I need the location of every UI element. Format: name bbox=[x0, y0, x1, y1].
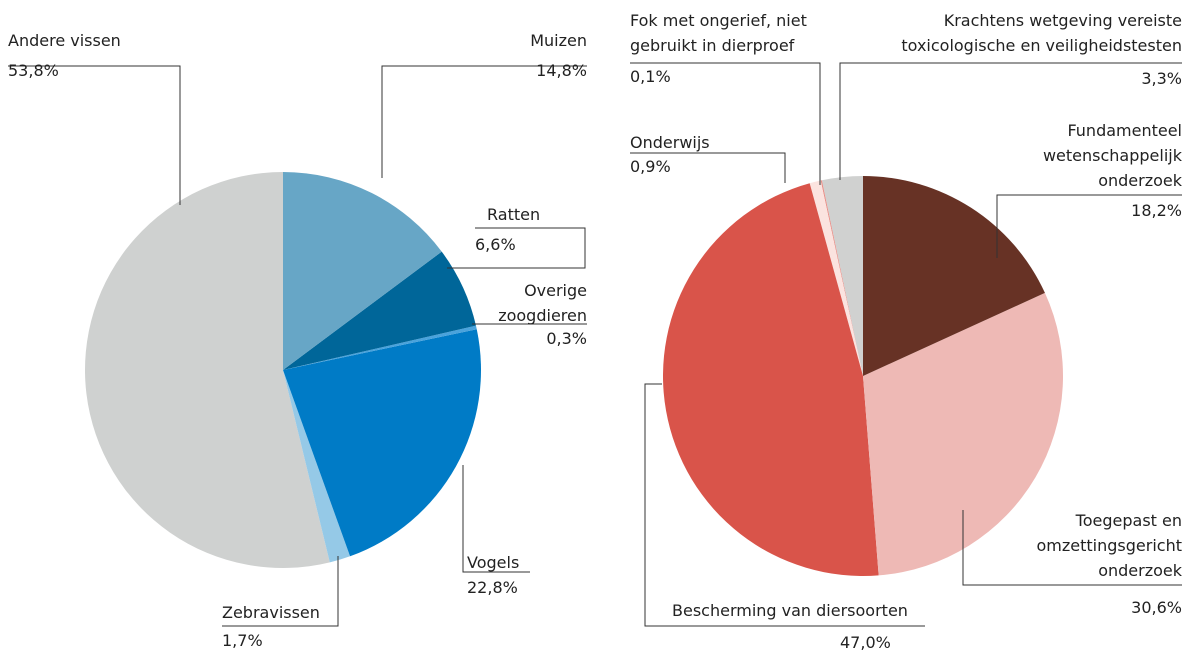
slice-label: Andere vissen bbox=[8, 31, 121, 50]
pie-slice bbox=[809, 180, 863, 376]
slice-label: Vogels bbox=[467, 553, 520, 572]
leader-line bbox=[630, 62, 821, 185]
pie-slice bbox=[820, 180, 863, 376]
leader-line bbox=[962, 510, 1182, 586]
slice-value: 6,6% bbox=[475, 235, 516, 254]
slice-label: Overige zoogdieren bbox=[498, 281, 587, 325]
slice-label: Ratten bbox=[487, 205, 541, 224]
pie-slice bbox=[863, 292, 1063, 576]
pie-slice bbox=[283, 172, 442, 370]
pie-slice bbox=[821, 176, 863, 376]
slice-label: Bescherming van diersoorten bbox=[672, 601, 908, 620]
slice-value: 30,6% bbox=[1131, 598, 1182, 617]
slice-value: 1,7% bbox=[222, 631, 263, 650]
pie-slice bbox=[283, 325, 477, 370]
slice-label: Fundamenteel wetenschappelijk onderzoek bbox=[1042, 121, 1182, 190]
leaders bbox=[8, 62, 1182, 627]
slice-label: Krachtens wetgeving vereiste toxicologis… bbox=[901, 11, 1182, 55]
leader-line bbox=[644, 383, 925, 627]
slice-label: Fok met ongerief, niet gebruikt in dierp… bbox=[630, 11, 807, 55]
leader-line bbox=[222, 556, 339, 627]
pie-slice bbox=[84, 172, 330, 568]
slice-value: 0,9% bbox=[630, 157, 671, 176]
leader-line bbox=[447, 227, 586, 269]
slice-value: 22,8% bbox=[467, 578, 518, 597]
leader-line bbox=[462, 465, 530, 573]
slice-value: 53,8% bbox=[8, 61, 59, 80]
pie-slice bbox=[662, 183, 879, 577]
slice-label: Muizen bbox=[530, 31, 587, 50]
leader-line bbox=[8, 65, 181, 205]
pie-slice bbox=[283, 370, 351, 563]
slice-value: 18,2% bbox=[1131, 201, 1182, 220]
leader-line bbox=[381, 65, 587, 178]
leader-line bbox=[996, 194, 1182, 258]
leader-line bbox=[839, 62, 1182, 180]
slice-value: 47,0% bbox=[840, 633, 891, 650]
slice-value: 0,3% bbox=[546, 329, 587, 348]
pie-slice bbox=[283, 329, 481, 557]
slice-label: Onderwijs bbox=[630, 133, 710, 152]
slice-value: 14,8% bbox=[536, 61, 587, 80]
leader-line bbox=[630, 152, 786, 183]
slice-value: 0,1% bbox=[630, 67, 671, 86]
pie-slice bbox=[863, 176, 1045, 376]
slice-value: 3,3% bbox=[1141, 69, 1182, 88]
slice-label: Toegepast en omzettingsgericht onderzoek bbox=[1036, 511, 1182, 580]
slice-label: Zebravissen bbox=[222, 603, 320, 622]
pie-slice bbox=[283, 251, 476, 370]
